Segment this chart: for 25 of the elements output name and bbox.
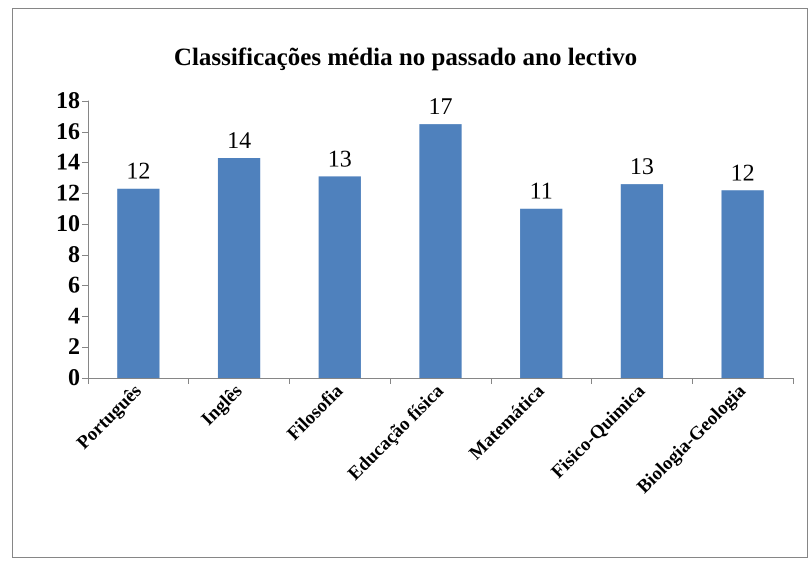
- data-label: 14: [227, 128, 252, 154]
- data-label: 12: [730, 160, 755, 186]
- bar: [117, 188, 160, 378]
- y-tick-label: 0: [68, 365, 80, 391]
- y-tick-label: 6: [68, 272, 80, 299]
- y-tick-label: 12: [56, 180, 80, 206]
- data-label: 17: [428, 94, 452, 120]
- data-label: 13: [630, 154, 654, 180]
- bar: [318, 176, 361, 378]
- y-tick-label: 8: [68, 242, 80, 268]
- y-tick-label: 16: [56, 118, 80, 145]
- data-label: 11: [530, 178, 553, 205]
- data-label: 13: [328, 146, 352, 172]
- bar: [520, 208, 562, 378]
- y-tick-label: 10: [56, 211, 80, 238]
- bar: [721, 190, 764, 378]
- bar: [218, 158, 260, 378]
- bar: [620, 184, 664, 378]
- y-tick-label: 2: [68, 334, 80, 360]
- data-label: 12: [126, 158, 150, 185]
- y-tick-label: 18: [56, 88, 80, 114]
- chart-title: Classificações média no passado ano lectivo: [174, 44, 638, 71]
- bar: [419, 124, 462, 378]
- y-tick-label: 4: [68, 303, 80, 330]
- y-tick-label: 14: [56, 150, 80, 176]
